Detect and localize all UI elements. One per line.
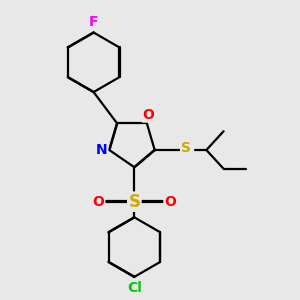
Text: S: S: [128, 193, 140, 211]
Text: O: O: [142, 108, 154, 122]
Text: O: O: [92, 195, 104, 209]
Text: O: O: [164, 195, 176, 209]
Text: N: N: [96, 143, 107, 157]
Text: S: S: [181, 141, 191, 155]
Text: F: F: [89, 15, 98, 28]
Text: Cl: Cl: [127, 281, 142, 295]
